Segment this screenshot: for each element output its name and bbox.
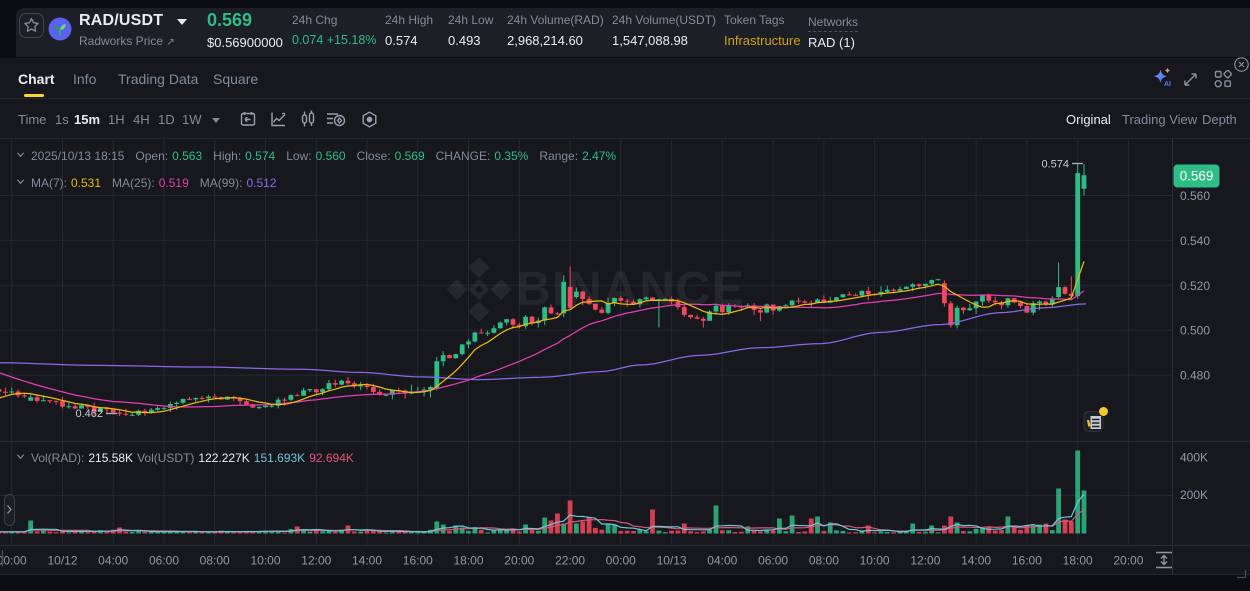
svg-text:16:00: 16:00	[403, 554, 433, 568]
svg-text:00:00: 00:00	[606, 554, 636, 568]
svg-text:08:00: 08:00	[200, 554, 230, 568]
svg-text:BINANCE: BINANCE	[516, 263, 745, 316]
svg-text:04:00: 04:00	[98, 554, 128, 568]
svg-text:14:00: 14:00	[352, 554, 382, 568]
svg-text:06:00: 06:00	[149, 554, 179, 568]
svg-text:12:00: 12:00	[910, 554, 940, 568]
svg-text:0.540: 0.540	[1180, 234, 1210, 248]
svg-text:18:00: 18:00	[453, 554, 483, 568]
svg-text:10:00: 10:00	[860, 554, 890, 568]
svg-text:0.560: 0.560	[1180, 189, 1210, 203]
svg-text:200K: 200K	[1180, 488, 1208, 502]
svg-text:10/12: 10/12	[47, 554, 77, 568]
svg-text:20:00: 20:00	[1113, 554, 1143, 568]
svg-text:12:00: 12:00	[301, 554, 331, 568]
svg-text:20:00: 20:00	[504, 554, 534, 568]
svg-text:16:00: 16:00	[1012, 554, 1042, 568]
svg-text:14:00: 14:00	[961, 554, 991, 568]
svg-text:400K: 400K	[1180, 451, 1208, 465]
svg-text:04:00: 04:00	[707, 554, 737, 568]
svg-text:22:00: 22:00	[555, 554, 585, 568]
svg-text:0.500: 0.500	[1180, 324, 1210, 338]
svg-text:0.480: 0.480	[1180, 369, 1210, 383]
svg-text:AI: AI	[1164, 81, 1171, 88]
svg-text:00:00: 00:00	[0, 554, 27, 568]
svg-text:0.462: 0.462	[75, 408, 103, 420]
svg-text:10:00: 10:00	[250, 554, 280, 568]
svg-text:10/13: 10/13	[657, 554, 687, 568]
svg-text:18:00: 18:00	[1063, 554, 1093, 568]
svg-text:0.520: 0.520	[1180, 279, 1210, 293]
svg-text:0.569: 0.569	[1180, 169, 1214, 184]
svg-text:08:00: 08:00	[809, 554, 839, 568]
svg-text:06:00: 06:00	[758, 554, 788, 568]
svg-text:0.574: 0.574	[1041, 159, 1069, 171]
